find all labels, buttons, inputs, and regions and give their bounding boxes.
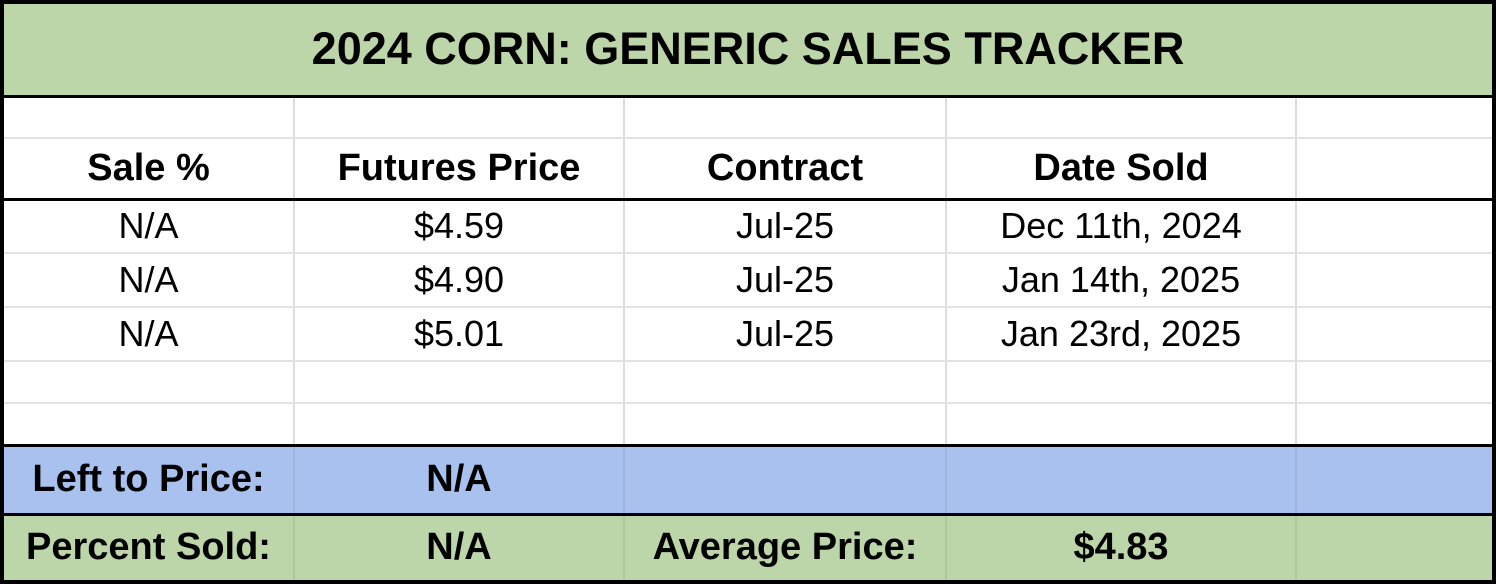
cell-empty[interactable] (624, 361, 947, 404)
average-price-value[interactable]: $4.83 (946, 514, 1297, 580)
cell-empty[interactable] (1296, 443, 1492, 516)
cell-contract[interactable]: Jul-25 (624, 199, 947, 254)
cell-futures-price[interactable]: $4.90 (294, 253, 625, 308)
cell-empty[interactable] (4, 403, 295, 446)
percent-sold-label[interactable]: Percent Sold: (4, 514, 295, 580)
page-title[interactable]: 2024 CORN: GENERIC SALES TRACKER (4, 4, 1492, 98)
column-header-date-sold[interactable]: Date Sold (946, 138, 1297, 201)
table-row-percent-sold: Percent Sold: N/A Average Price: $4.83 (4, 514, 1492, 580)
cell-empty[interactable] (1296, 96, 1492, 139)
cell-empty[interactable] (1296, 361, 1492, 404)
average-price-label[interactable]: Average Price: (624, 514, 947, 580)
left-to-price-label[interactable]: Left to Price: (4, 443, 295, 516)
table-row-empty (4, 361, 1492, 404)
cell-empty[interactable] (1296, 307, 1492, 362)
cell-empty[interactable] (4, 96, 295, 139)
cell-empty[interactable] (946, 403, 1297, 446)
cell-empty[interactable] (294, 361, 625, 404)
sales-tracker-table: 2024 CORN: GENERIC SALES TRACKER Sale % … (4, 4, 1492, 580)
table-row-header: Sale % Futures Price Contract Date Sold (4, 138, 1492, 201)
cell-sale-pct[interactable]: N/A (4, 199, 295, 254)
cell-date-sold[interactable]: Jan 14th, 2025 (946, 253, 1297, 308)
percent-sold-value[interactable]: N/A (294, 514, 625, 580)
table-row-empty (4, 403, 1492, 446)
cell-empty[interactable] (1296, 199, 1492, 254)
table-row: N/A $5.01 Jul-25 Jan 23rd, 2025 (4, 307, 1492, 362)
table-row-title: 2024 CORN: GENERIC SALES TRACKER (4, 4, 1492, 98)
cell-empty[interactable] (946, 443, 1297, 516)
table-row: N/A $4.59 Jul-25 Dec 11th, 2024 (4, 199, 1492, 254)
cell-empty[interactable] (624, 96, 947, 139)
cell-date-sold[interactable]: Dec 11th, 2024 (946, 199, 1297, 254)
table-row-spacer (4, 96, 1492, 139)
cell-empty[interactable] (1296, 514, 1492, 580)
cell-sale-pct[interactable]: N/A (4, 307, 295, 362)
cell-empty[interactable] (294, 96, 625, 139)
cell-empty[interactable] (1296, 253, 1492, 308)
cell-futures-price[interactable]: $5.01 (294, 307, 625, 362)
column-header-contract[interactable]: Contract (624, 138, 947, 201)
column-header-futures-price[interactable]: Futures Price (294, 138, 625, 201)
cell-empty[interactable] (1296, 138, 1492, 201)
cell-empty[interactable] (4, 361, 295, 404)
table-row: N/A $4.90 Jul-25 Jan 14th, 2025 (4, 253, 1492, 308)
cell-futures-price[interactable]: $4.59 (294, 199, 625, 254)
cell-empty[interactable] (946, 361, 1297, 404)
cell-date-sold[interactable]: Jan 23rd, 2025 (946, 307, 1297, 362)
left-to-price-value[interactable]: N/A (294, 443, 625, 516)
table-row-left-to-price: Left to Price: N/A (4, 443, 1492, 516)
cell-empty[interactable] (294, 403, 625, 446)
cell-empty[interactable] (1296, 403, 1492, 446)
cell-empty[interactable] (624, 443, 947, 516)
cell-sale-pct[interactable]: N/A (4, 253, 295, 308)
cell-empty[interactable] (624, 403, 947, 446)
cell-contract[interactable]: Jul-25 (624, 253, 947, 308)
cell-empty[interactable] (946, 96, 1297, 139)
cell-contract[interactable]: Jul-25 (624, 307, 947, 362)
column-header-sale-pct[interactable]: Sale % (4, 138, 295, 201)
